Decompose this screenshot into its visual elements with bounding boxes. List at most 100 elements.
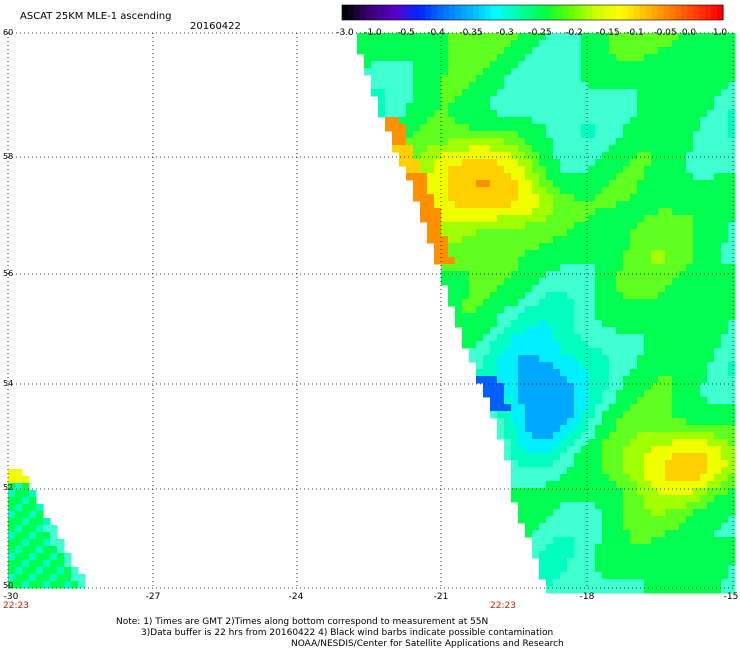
colorbar-swatch — [532, 5, 540, 20]
swath-cell — [686, 173, 694, 181]
swath-cell — [721, 509, 729, 517]
swath-cell — [700, 362, 708, 370]
swath-cell — [679, 152, 687, 160]
swath-cell — [525, 404, 533, 412]
swath-cell — [50, 532, 58, 540]
swath-cell — [665, 173, 673, 181]
swath-cell — [539, 383, 547, 391]
swath-cell — [679, 348, 687, 356]
swath-cell — [8, 539, 16, 547]
swath-cell — [518, 215, 526, 223]
swath-cell — [511, 320, 519, 328]
swath-cell — [469, 180, 477, 188]
swath-cell — [413, 82, 421, 90]
swath-cell — [637, 453, 645, 461]
swath-cell — [22, 476, 30, 484]
swath-cell — [588, 313, 596, 321]
swath-cell — [623, 194, 631, 202]
swath-cell — [532, 68, 540, 76]
swath-cell — [504, 397, 512, 405]
swath-cell — [546, 82, 554, 90]
swath-cell — [616, 180, 624, 188]
swath-cell — [567, 369, 575, 377]
colorbar-swatch — [562, 5, 569, 20]
swath-cell — [581, 306, 589, 314]
swath-cell — [490, 411, 498, 419]
swath-cell — [574, 285, 582, 293]
swath-cell — [546, 453, 554, 461]
colorbar-swatch — [431, 5, 438, 20]
swath-cell — [644, 348, 652, 356]
swath-cell — [427, 236, 435, 244]
swath-cell — [434, 110, 442, 118]
swath-cell — [602, 271, 610, 279]
swath-cell — [721, 418, 729, 426]
swath-cell — [714, 586, 722, 594]
swath-cell — [616, 96, 624, 104]
swath-cell — [644, 509, 652, 517]
swath-cell — [469, 257, 477, 265]
swath-cell — [448, 33, 456, 41]
swath-cell — [8, 497, 16, 505]
swath-cell — [560, 558, 568, 566]
swath-cell — [588, 495, 596, 503]
swath-cell — [385, 89, 393, 97]
swath-cell — [728, 236, 736, 244]
swath-cell — [651, 334, 659, 342]
swath-cell — [644, 138, 652, 146]
swath-cell — [672, 138, 680, 146]
swath-cell — [434, 215, 442, 223]
swath-cell — [721, 96, 729, 104]
swath-cell — [651, 530, 659, 538]
swath-cell — [679, 208, 687, 216]
swath-cell — [700, 341, 708, 349]
swath-cell — [546, 320, 554, 328]
swath-cell — [532, 362, 540, 370]
swath-cell — [567, 565, 575, 573]
swath-cell — [651, 551, 659, 559]
swath-cell — [8, 490, 16, 498]
swath-cell — [686, 243, 694, 251]
swath-cell — [693, 341, 701, 349]
swath-cell — [574, 355, 582, 363]
swath-cell — [22, 490, 30, 498]
swath-cell — [721, 166, 729, 174]
swath-cell — [700, 159, 708, 167]
swath-cell — [707, 376, 715, 384]
swath-cell — [546, 586, 554, 594]
swath-cell — [693, 124, 701, 132]
swath-cell — [525, 82, 533, 90]
swath-cell — [602, 453, 610, 461]
swath-cell — [665, 103, 673, 111]
swath-cell — [721, 194, 729, 202]
swath-cell — [637, 264, 645, 272]
swath-cell — [672, 460, 680, 468]
swath-cell — [567, 68, 575, 76]
swath-cell — [658, 194, 666, 202]
swath-cell — [539, 82, 547, 90]
swath-cell — [469, 54, 477, 62]
swath-cell — [623, 334, 631, 342]
swath-cell — [483, 243, 491, 251]
swath-cell — [567, 96, 575, 104]
swath-cell — [399, 68, 407, 76]
swath-cell — [546, 460, 554, 468]
swath-cell — [511, 306, 519, 314]
swath-cell — [693, 159, 701, 167]
swath-cell — [658, 404, 666, 412]
swath-cell — [560, 222, 568, 230]
swath-cell — [574, 131, 582, 139]
swath-cell — [539, 488, 547, 496]
swath-cell — [665, 327, 673, 335]
swath-cell — [546, 579, 554, 587]
swath-cell — [616, 383, 624, 391]
swath-cell — [567, 292, 575, 300]
swath-cell — [581, 460, 589, 468]
swath-cell — [581, 124, 589, 132]
swath-cell — [630, 278, 638, 286]
swath-cell — [441, 61, 449, 69]
swath-cell — [64, 581, 72, 589]
swath-cell — [57, 546, 65, 554]
swath-cell — [539, 194, 547, 202]
swath-cell — [504, 47, 512, 55]
